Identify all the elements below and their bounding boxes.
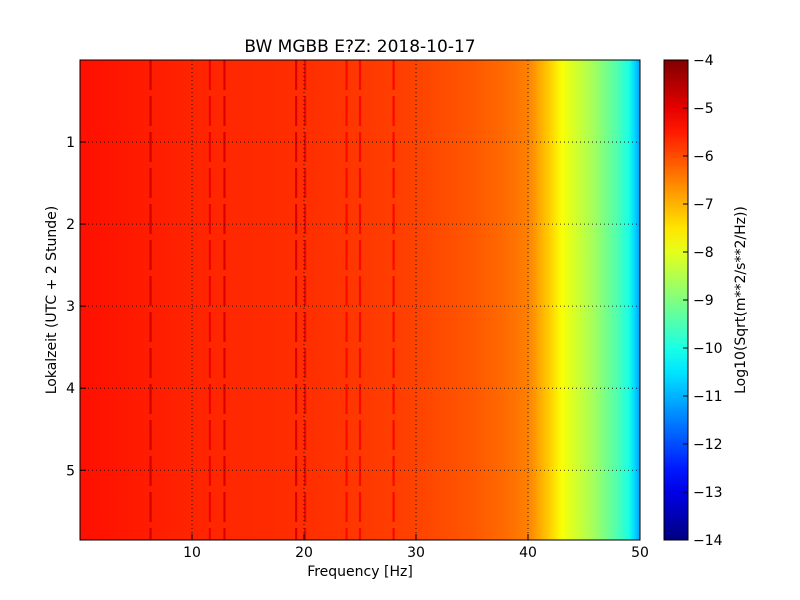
x-tick-label: 50 [631,545,649,561]
colorbar-tick-label: −11 [693,389,723,405]
colorbar-label: Log10(Sqrt(m**2/s**2/Hz)) [733,206,749,394]
chart-title: BW MGBB E?Z: 2018-10-17 [244,37,475,57]
colorbar-tick-label: −8 [693,245,714,261]
colorbar-tick-label: −12 [693,437,723,453]
y-tick-label: 5 [66,463,75,479]
x-tick-label: 40 [519,545,537,561]
spectral-lines-layer [149,60,395,540]
colorbar-tick-label: −9 [693,293,714,309]
colorbar-ticks: −4 −5 −6 −7 −8 −9 −10 −11 −12 −13 −14 [683,53,723,549]
y-axis-ticks: 1 2 3 4 5 [66,135,86,479]
y-tick-label: 1 [66,135,75,151]
x-tick-label: 10 [183,545,201,561]
x-axis-label: Frequency [Hz] [307,564,413,580]
x-tick-label: 30 [407,545,425,561]
colorbar-tick-label: −4 [693,53,714,69]
colorbar-tick-label: −14 [693,533,723,549]
x-tick-label: 20 [295,545,313,561]
y-tick-label: 2 [66,217,75,233]
x-axis-ticks: 10 20 30 40 50 [183,534,649,561]
grid-layer [80,60,641,540]
colorbar-tick-label: −6 [693,149,714,165]
y-tick-label: 4 [66,381,75,397]
plot-area [79,59,641,541]
colorbar-tick-label: −5 [693,101,714,117]
colorbar-tick-label: −10 [693,341,723,357]
colorbar-tick-label: −7 [693,197,714,213]
colorbar: −4 −5 −6 −7 −8 −9 −10 −11 −12 −13 −14 Log10(Sqrt(m… [663,53,749,549]
y-tick-label: 3 [66,299,75,315]
y-axis-label: Lokalzeit (UTC + 2 Stunde) [44,206,60,395]
colorbar-tick-label: −13 [693,485,723,501]
plot-frame [79,59,641,541]
